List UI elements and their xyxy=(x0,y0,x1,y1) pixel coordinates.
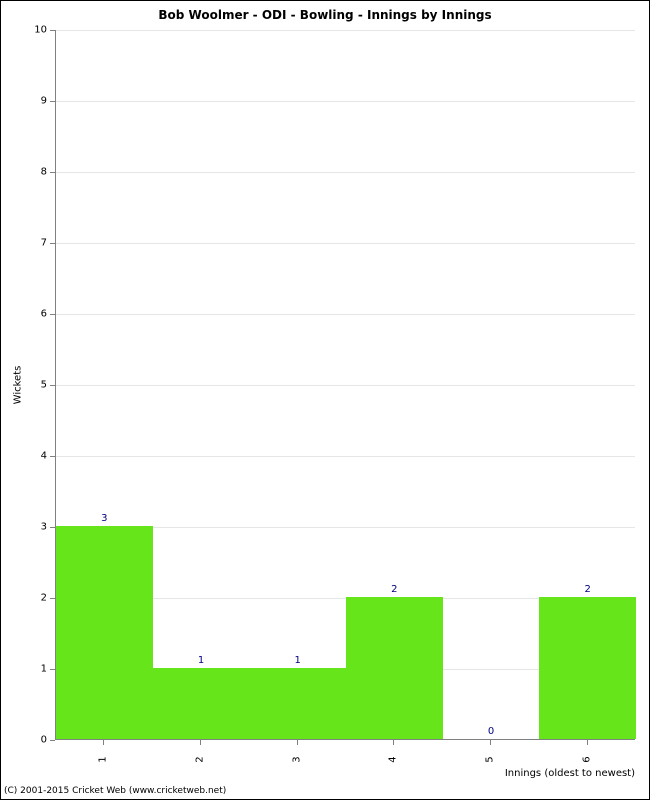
xtick-label: 2 xyxy=(195,756,206,762)
copyright-text: (C) 2001-2015 Cricket Web (www.cricketwe… xyxy=(4,786,226,796)
xtick-mark xyxy=(103,740,104,745)
gridline xyxy=(56,314,635,315)
chart-title: Bob Woolmer - ODI - Bowling - Innings by… xyxy=(0,8,650,22)
ytick-mark xyxy=(50,456,55,457)
bar xyxy=(249,668,346,739)
ytick-label: 2 xyxy=(27,593,47,604)
gridline xyxy=(56,385,635,386)
xtick-label: 1 xyxy=(98,756,109,762)
ytick-mark xyxy=(50,30,55,31)
xtick-mark xyxy=(200,740,201,745)
bar-value-label: 2 xyxy=(584,584,590,595)
gridline xyxy=(56,243,635,244)
ytick-mark xyxy=(50,669,55,670)
gridline xyxy=(56,101,635,102)
xtick-label: 5 xyxy=(485,756,496,762)
ytick-mark xyxy=(50,598,55,599)
ytick-label: 4 xyxy=(27,451,47,462)
xtick-mark xyxy=(393,740,394,745)
bar-value-label: 3 xyxy=(101,513,107,524)
ytick-mark xyxy=(50,243,55,244)
ytick-label: 10 xyxy=(27,25,47,36)
bar-value-label: 2 xyxy=(391,584,397,595)
plot-area: 3 1 1 2 0 2 xyxy=(55,30,635,740)
chart-container: Bob Woolmer - ODI - Bowling - Innings by… xyxy=(0,0,650,800)
x-axis-label: Innings (oldest to newest) xyxy=(435,768,635,779)
ytick-mark xyxy=(50,527,55,528)
ytick-mark xyxy=(50,172,55,173)
gridline xyxy=(56,30,635,31)
bar xyxy=(346,597,443,739)
bar-value-label: 1 xyxy=(198,655,204,666)
bar xyxy=(539,597,636,739)
bar xyxy=(153,668,250,739)
xtick-label: 3 xyxy=(291,756,302,762)
bar-value-label: 0 xyxy=(488,726,494,737)
xtick-mark xyxy=(587,740,588,745)
y-axis-label: Wickets xyxy=(13,366,24,405)
ytick-label: 8 xyxy=(27,167,47,178)
ytick-mark xyxy=(50,740,55,741)
ytick-label: 7 xyxy=(27,238,47,249)
bar-value-label: 1 xyxy=(294,655,300,666)
ytick-label: 1 xyxy=(27,664,47,675)
ytick-mark xyxy=(50,314,55,315)
ytick-mark xyxy=(50,101,55,102)
ytick-mark xyxy=(50,385,55,386)
xtick-label: 6 xyxy=(581,756,592,762)
gridline xyxy=(56,172,635,173)
gridline xyxy=(56,456,635,457)
ytick-label: 0 xyxy=(27,735,47,746)
xtick-label: 4 xyxy=(388,756,399,762)
ytick-label: 5 xyxy=(27,380,47,391)
xtick-mark xyxy=(490,740,491,745)
ytick-label: 9 xyxy=(27,96,47,107)
xtick-mark xyxy=(297,740,298,745)
bar xyxy=(56,526,153,739)
ytick-label: 6 xyxy=(27,309,47,320)
ytick-label: 3 xyxy=(27,522,47,533)
